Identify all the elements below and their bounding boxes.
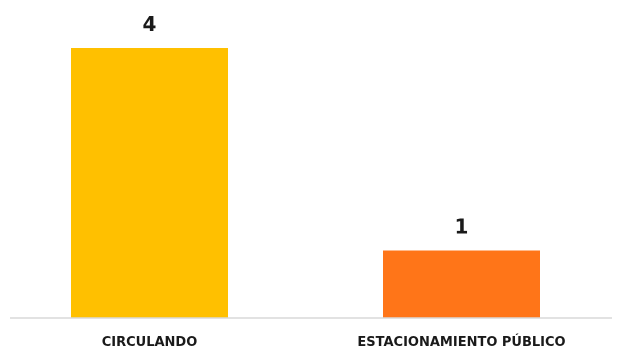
bar-0	[71, 48, 228, 318]
data-label-0: 4	[143, 12, 157, 36]
bars-group	[71, 48, 540, 318]
x-tick-label-1: ESTACIONAMIENTO PÚBLICO	[357, 334, 565, 350]
data-labels-group: 41	[143, 12, 469, 239]
data-label-1: 1	[455, 215, 469, 239]
x-tick-labels-group: CIRCULANDO ESTACIONAMIENTO PÚBLICO	[102, 334, 566, 350]
x-tick-label-0: CIRCULANDO	[102, 335, 198, 350]
bar-1	[383, 250, 540, 318]
